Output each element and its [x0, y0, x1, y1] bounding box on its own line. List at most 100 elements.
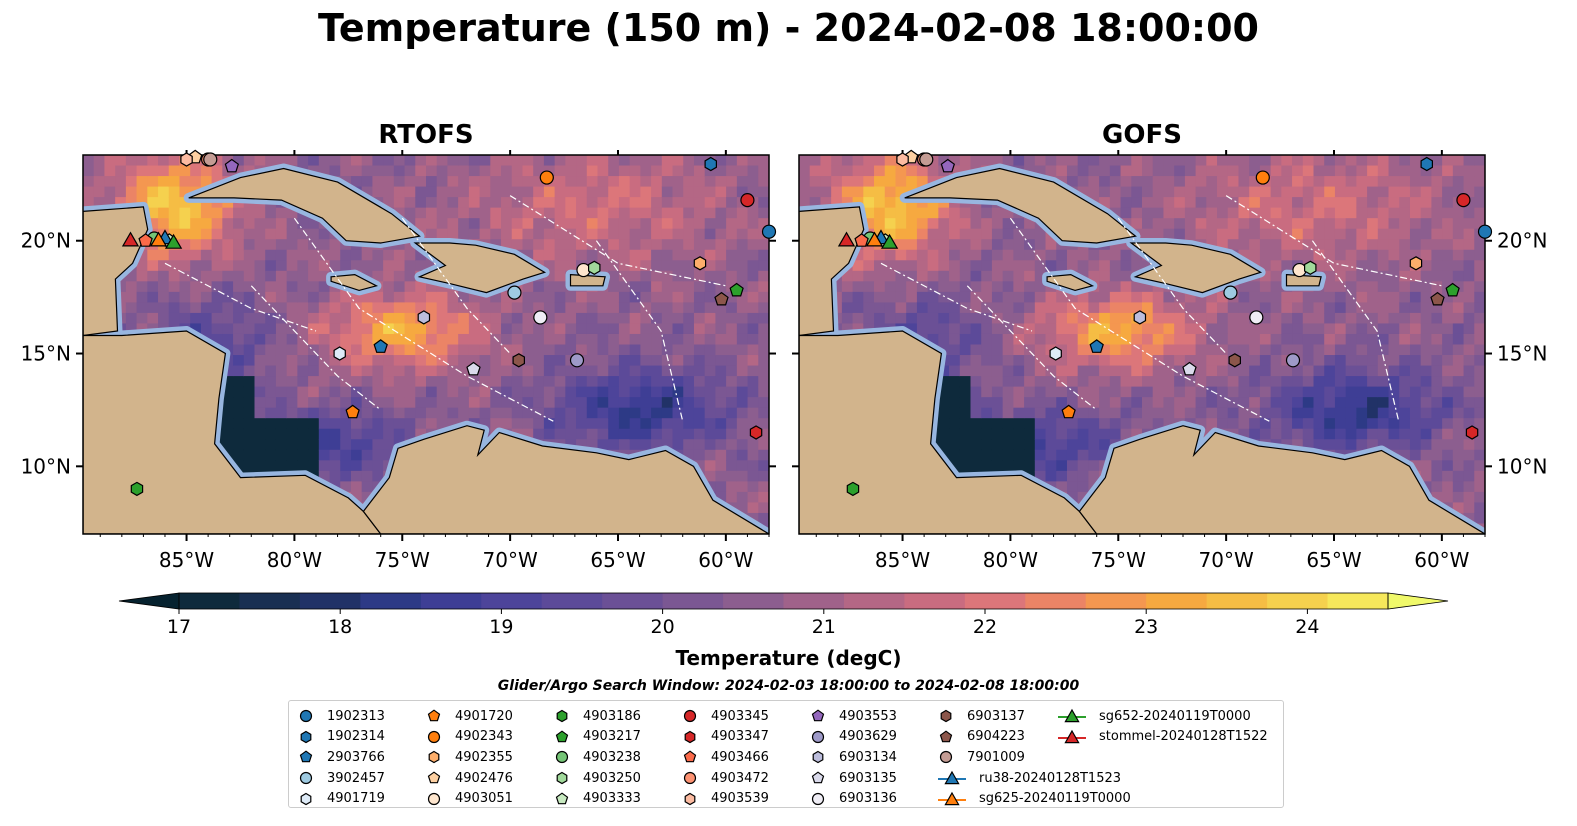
land-southam	[1078, 425, 1485, 534]
colorbar-frame	[178, 592, 1389, 610]
glider-marker-sg625-20240119T0000	[149, 231, 168, 247]
legend-entry: 4903238	[553, 747, 641, 768]
float-marker-6903136	[1249, 310, 1264, 325]
legend: 1902313 1902314 2903766 3902457 4901719 49017…	[288, 700, 1284, 808]
colorbar-segment	[1327, 593, 1389, 609]
float-marker-6904223	[714, 291, 729, 306]
float-marker-6903134	[417, 310, 431, 325]
float-marker-4903345	[740, 193, 755, 208]
legend-entry-label: 4903553	[839, 708, 897, 724]
legend-entry: 4903051	[425, 788, 513, 809]
legend-entry-label: ru38-20240128T1523	[979, 770, 1122, 786]
colorbar-segment	[602, 593, 664, 609]
legend-symbol-icon	[940, 710, 952, 723]
colorbar-segment	[843, 593, 905, 609]
legend-entry-label: 6903135	[839, 770, 897, 786]
legend-entry: 4902355	[425, 747, 513, 768]
legend-entry: 6903137	[937, 706, 1131, 727]
float-marker-4903186	[130, 481, 144, 497]
lon-tick-label: 60°W	[1414, 548, 1469, 572]
legend-entry-label: stommel-20240128T1522	[1099, 729, 1268, 745]
float-marker-4903186	[846, 481, 860, 497]
colorbar-extend-low	[118, 592, 180, 610]
boundary-line	[1117, 217, 1227, 354]
legend-entry-label: 4903238	[583, 749, 641, 765]
colorbar-tick-label: 24	[1295, 616, 1319, 638]
legend-entry: 6903135	[809, 768, 897, 789]
map-panel-rtofs: 85°W 80°W 75°W 70°W 65°W 60°W 20°N 15°N 10°N	[21, 149, 777, 572]
boundary-line	[250, 285, 382, 411]
float-marker-6903134	[1133, 310, 1147, 325]
legend-symbol-icon	[427, 730, 441, 743]
legend-entry-label: 4901720	[455, 708, 513, 724]
legend-entry-label: 6903134	[839, 749, 897, 765]
land-southam	[362, 425, 769, 534]
lon-tick-label: 60°W	[698, 548, 753, 572]
legend-entry: 4903347	[681, 727, 769, 748]
float-marker-6904223	[1430, 291, 1445, 306]
land-hispaniola	[1129, 242, 1263, 294]
float-marker-4902343	[1255, 170, 1270, 185]
colorbar-segment	[783, 593, 845, 609]
boundary-line	[595, 240, 684, 422]
legend-symbol-icon	[683, 750, 697, 763]
legend-entry-label: 4903186	[583, 708, 641, 724]
legend-symbol-icon	[1058, 729, 1086, 744]
lat-tick-label: 15°N	[21, 342, 71, 366]
legend-entry: 4903250	[553, 768, 641, 789]
lon-tick-label: 65°W	[1306, 548, 1361, 572]
colorbar-segment	[1025, 593, 1087, 609]
land-puertorico	[569, 273, 606, 287]
float-marker-4903553	[224, 158, 240, 173]
legend-symbol-icon	[300, 730, 312, 744]
land-puertorico	[1285, 273, 1322, 287]
lon-tick-label: 70°W	[1199, 548, 1254, 572]
legend-symbol-icon	[812, 751, 824, 764]
float-marker-6903135	[1182, 361, 1197, 376]
legend-entry: ru38-20240128T1523	[937, 768, 1131, 789]
map-panel-gofs: 85°W 80°W 75°W 70°W 65°W 60°W 20°N 15°N 10°N	[792, 149, 1547, 572]
legend-entry-label: 4903333	[583, 791, 641, 807]
legend-entry-label: sg652-20240119T0000	[1099, 708, 1251, 724]
legend-entry-label: sg625-20240119T0000	[979, 791, 1131, 807]
legend-entry: 7901009	[937, 747, 1131, 768]
legend-entry: 1902314	[297, 727, 385, 748]
lon-tick-label: 75°W	[375, 548, 430, 572]
colorbar-segment	[904, 593, 966, 609]
float-marker-4903217	[729, 282, 744, 297]
float-marker-4902355	[693, 256, 707, 271]
colorbar-tick-label: 23	[1134, 616, 1158, 638]
lon-tick-label: 80°W	[267, 548, 322, 572]
legend-entry: 4903553	[809, 706, 897, 727]
legend-entry-label: 6903137	[967, 708, 1025, 724]
legend-entry-label: 4901719	[327, 791, 385, 807]
boundary-line	[1311, 240, 1400, 422]
float-marker-4903347	[749, 425, 763, 440]
colorbar-segment	[662, 593, 724, 609]
legend-entry-label: 4902355	[455, 749, 513, 765]
panel-title-gofs: GOFS	[1102, 120, 1182, 150]
legend-column: 4903345 4903347 4903466 4903472 4903539	[681, 706, 769, 809]
legend-entry-label: 4903051	[455, 791, 513, 807]
boundary-line	[1225, 195, 1443, 287]
map-frame	[798, 154, 1486, 535]
float-marker-2903766	[373, 339, 388, 353]
legend-symbol-icon	[938, 791, 966, 805]
float-marker-4903250	[1303, 260, 1317, 275]
colorbar-segment	[1267, 593, 1329, 609]
float-marker-1902314	[1420, 156, 1434, 172]
glider-marker-sg652-20240119T0000	[880, 233, 899, 249]
colorbar-tick-label: 21	[812, 616, 836, 638]
float-marker-4901719	[1049, 346, 1062, 361]
float-marker-4901720	[345, 404, 360, 419]
float-marker-4903629	[569, 353, 585, 368]
legend-entry: 4903217	[553, 727, 641, 748]
legend-entry-label: 4903466	[711, 749, 769, 765]
search-window-label: Glider/Argo Search Window: 2024-02-03 18…	[497, 678, 1080, 694]
legend-symbol-icon	[683, 771, 697, 785]
legend-column: 4903186 4903217 4903238 4903250 4903333	[553, 706, 641, 809]
colorbar-segment	[541, 593, 603, 609]
boundary-line	[1009, 217, 1270, 422]
boundary-line	[401, 217, 511, 354]
